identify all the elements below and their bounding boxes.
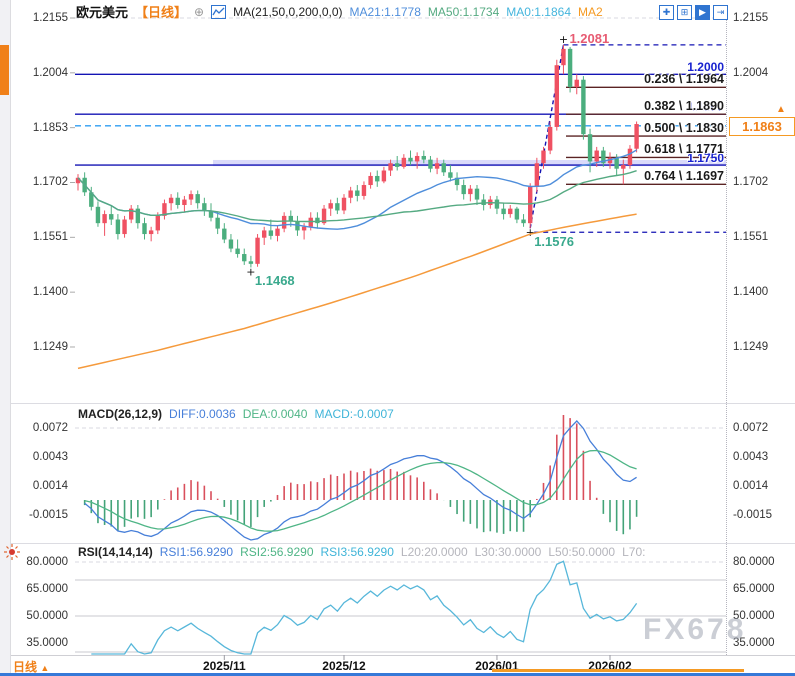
- left-rail-handle[interactable]: [0, 45, 9, 95]
- rsi-l50-label: L50:50.0000: [548, 545, 616, 559]
- ma-lines-layer: [77, 149, 637, 370]
- auto-scroll-icon[interactable]: ▶: [695, 5, 710, 20]
- rsi-header: RSI(14,14,14) RSI1:56.9290 RSI2:56.9290 …: [78, 545, 645, 559]
- period-up-triangle-icon: ▲: [40, 663, 50, 673]
- horizontal-scrollbar[interactable]: [492, 669, 744, 672]
- rsi-settings-icon[interactable]: [3, 543, 21, 566]
- window-bottom-edge: [0, 673, 795, 676]
- ma200-value: MA2: [578, 4, 603, 19]
- svg-text:+: +: [559, 33, 568, 46]
- panel-divider-macd: [11, 403, 795, 404]
- watermark-text: FX678: [643, 613, 747, 646]
- watermark: FX678: [643, 613, 746, 647]
- period-selector[interactable]: 日线 ▲: [13, 658, 49, 675]
- period-tag: 【日线】: [135, 5, 188, 20]
- macd-dea-value: DEA:0.0040: [242, 407, 308, 421]
- rsi1-value: RSI1:56.9290: [159, 545, 234, 559]
- left-rail: [0, 0, 11, 676]
- add-indicator-icon[interactable]: ⊕: [194, 4, 205, 19]
- chart-settings-icon[interactable]: [211, 4, 227, 19]
- date-axis-label: 2025/12: [322, 659, 366, 673]
- ma21-value: MA21:1.1778: [349, 4, 421, 19]
- macd-title: MACD(26,12,9): [78, 407, 163, 421]
- panel-divider-rsi: [11, 543, 795, 544]
- svg-text:+: +: [526, 226, 535, 239]
- rsi2-value: RSI2:56.9290: [240, 545, 314, 559]
- gridlines-layer: [70, 17, 726, 660]
- rsi-title: RSI(14,14,14): [78, 545, 153, 559]
- main-chart-header: 欧元美元 【日线】 ⊕ MA(21,50,0,200,0,0) MA21:1.1…: [76, 2, 603, 21]
- macd-layer: [83, 415, 638, 541]
- current-price-tag: 1.1863: [729, 117, 795, 136]
- svg-text:+: +: [246, 265, 255, 278]
- ma-settings-label: MA(21,50,0,200,0,0): [233, 4, 343, 19]
- rsi-l70-label: L70:: [622, 545, 646, 559]
- axis-divider: [726, 14, 727, 655]
- chart-toolbar: ✚ ⊞ ▶ ⇥: [656, 2, 728, 20]
- rsi-layer: [91, 560, 638, 655]
- macd-diff-value: DIFF:0.0036: [169, 407, 236, 421]
- date-axis-label: 2025/11: [202, 659, 246, 673]
- macd-macd-value: MACD:-0.0007: [314, 407, 394, 421]
- rsi-l30-label: L30:30.0000: [474, 545, 542, 559]
- period-selector-label: 日线: [13, 660, 38, 674]
- ma50-value: MA50:1.1734: [427, 4, 500, 19]
- rsi3-value: RSI3:56.9290: [320, 545, 394, 559]
- symbol-title: 欧元美元: [76, 5, 129, 20]
- price-up-arrow-icon: ▲: [776, 104, 786, 115]
- pan-crosshair-icon[interactable]: ✚: [659, 5, 674, 20]
- candles-layer: [75, 44, 639, 268]
- ma0-value: MA0:1.1864: [506, 4, 571, 19]
- macd-header: MACD(26,12,9) DIFF:0.0036 DEA:0.0040 MAC…: [78, 407, 394, 421]
- current-price-value: 1.1863: [742, 119, 782, 134]
- rsi-l20-label: L20:20.0000: [400, 545, 468, 559]
- exit-chart-icon[interactable]: ⇥: [713, 5, 728, 20]
- axis-scale-icon[interactable]: ⊞: [677, 5, 692, 20]
